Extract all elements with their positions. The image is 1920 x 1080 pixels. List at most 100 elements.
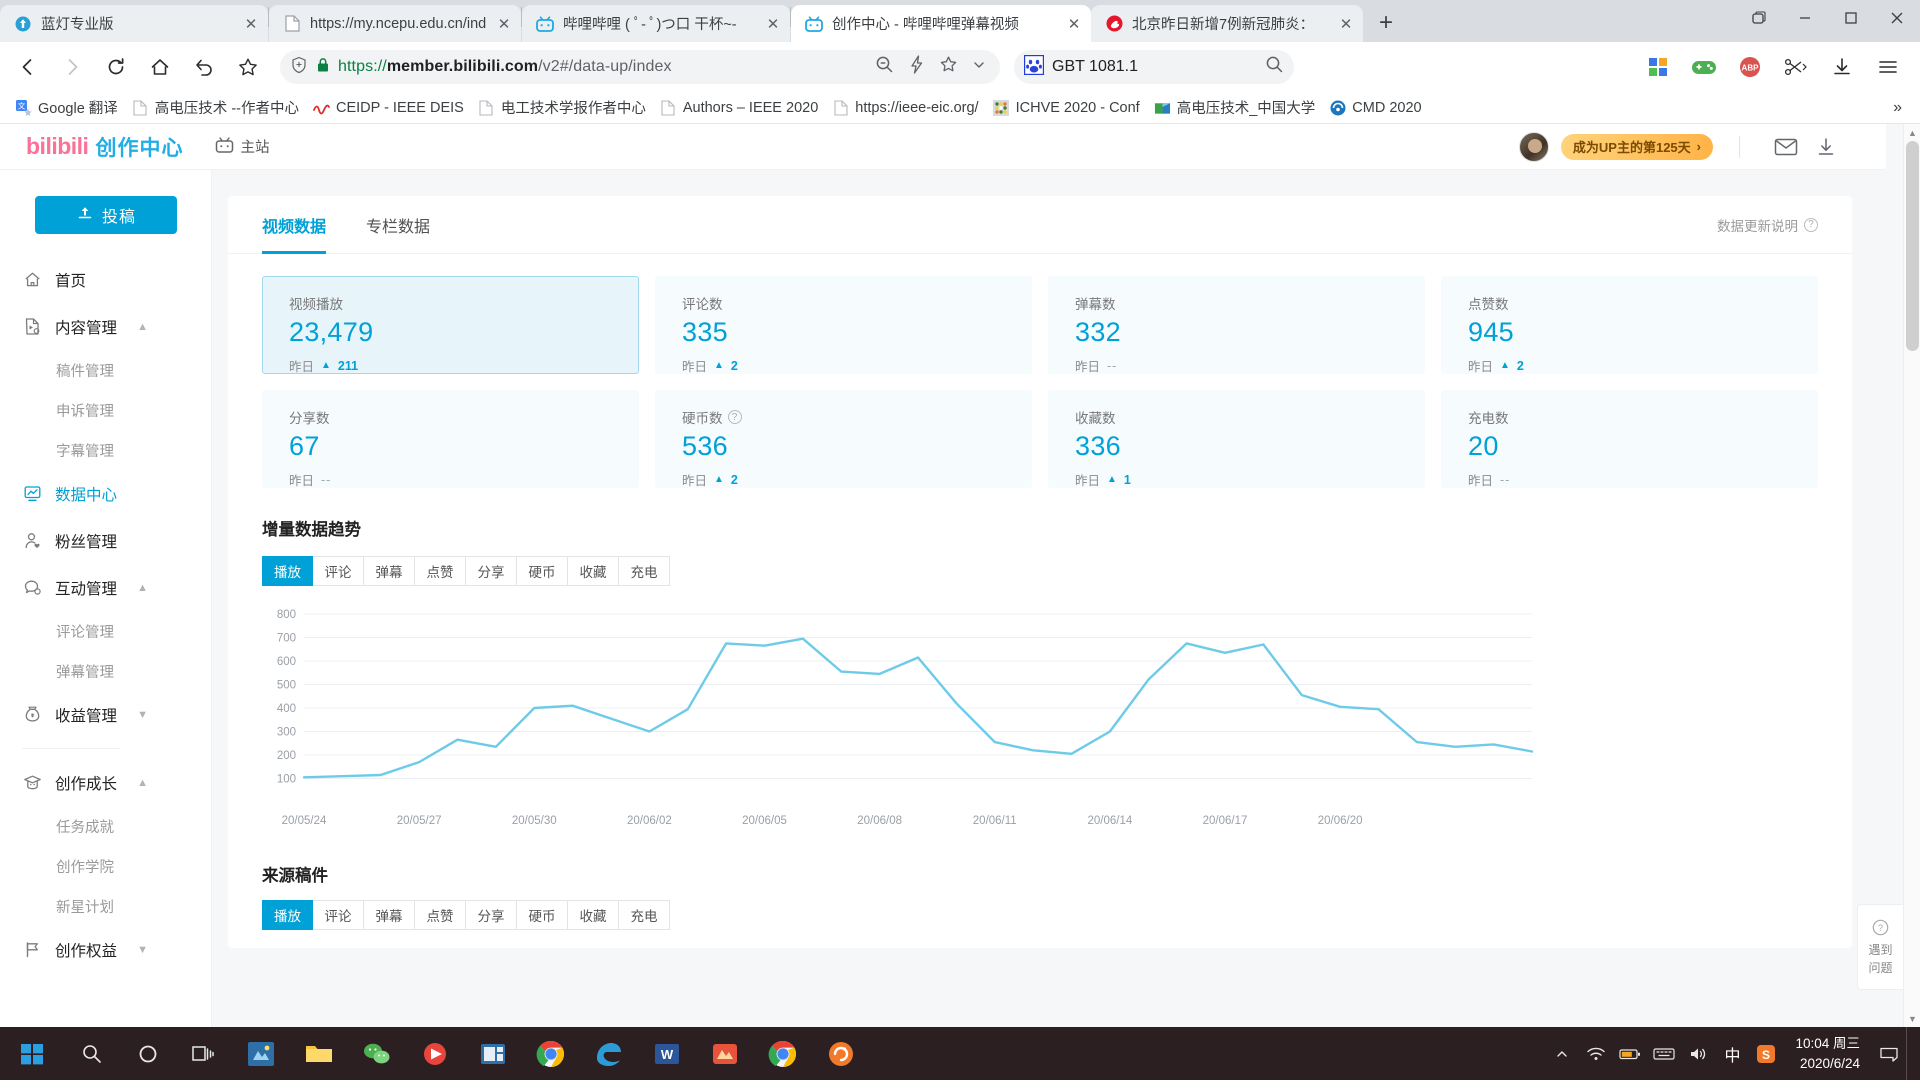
- wechat-icon[interactable]: [348, 1027, 406, 1080]
- ime-language-indicator[interactable]: 中: [1724, 1047, 1741, 1065]
- trend-segment-danmaku[interactable]: 弹幕: [364, 556, 415, 586]
- scroll-up-arrow[interactable]: ▲: [1908, 127, 1917, 138]
- chrome-icon[interactable]: [522, 1027, 580, 1080]
- bookmark-item[interactable]: ICHVE 2020 - Conf: [986, 96, 1147, 119]
- network-icon[interactable]: [1579, 1027, 1613, 1080]
- stat-card-coins[interactable]: 硬币数 ? 536 昨日 ▲ 2: [655, 390, 1032, 488]
- source-segment-coins[interactable]: 硬币: [517, 900, 568, 930]
- feedback-button[interactable]: ? 遇到 问题: [1857, 904, 1903, 990]
- zoom-out-icon[interactable]: [875, 55, 894, 79]
- sidebar-item-creator-rights[interactable]: 创作权益 ▼: [0, 926, 212, 973]
- stat-card-likes[interactable]: 点赞数 945 昨日 ▲ 2: [1441, 276, 1818, 374]
- sidebar-subitem-danmaku-management[interactable]: 弹幕管理: [0, 651, 212, 691]
- bookmark-item[interactable]: Authors – IEEE 2020: [653, 96, 825, 119]
- search-icon[interactable]: [1265, 55, 1284, 79]
- sidebar-subitem-new-star-plan[interactable]: 新星计划: [0, 886, 212, 926]
- sidebar-item-creator-growth[interactable]: 创作成长 ▲: [0, 759, 212, 806]
- restore-icon[interactable]: [1736, 0, 1782, 36]
- chevron-down-icon[interactable]: ▼: [137, 943, 148, 956]
- search-icon[interactable]: [64, 1027, 120, 1080]
- trend-chart[interactable]: 100 200 300 400 500 600 700 800 20/05/24 20/05/27…: [228, 586, 1852, 836]
- close-icon[interactable]: ✕: [244, 15, 258, 33]
- show-desktop-button[interactable]: [1906, 1027, 1916, 1080]
- sidebar-subitem-comment-management[interactable]: 评论管理: [0, 611, 212, 651]
- stat-card-comments[interactable]: 评论数 335 昨日 ▲ 2: [655, 276, 1032, 374]
- volume-icon[interactable]: [1681, 1027, 1715, 1080]
- minimize-icon[interactable]: [1782, 0, 1828, 36]
- scroll-thumb[interactable]: [1906, 141, 1919, 351]
- bookmark-item[interactable]: 高电压技术_中国大学: [1147, 94, 1323, 121]
- trend-segment-coins[interactable]: 硬币: [517, 556, 568, 586]
- sidebar-subitem-subtitle-management[interactable]: 字幕管理: [0, 430, 212, 470]
- sidebar-subitem-creator-academy[interactable]: 创作学院: [0, 846, 212, 886]
- notification-icon[interactable]: [1872, 1027, 1906, 1080]
- browser-tab-2[interactable]: 哔哩哔哩 ( ﾟ- ﾟ)つ口 干杯~- ✕: [522, 5, 790, 42]
- task-view-icon[interactable]: [176, 1027, 232, 1080]
- chevron-up-icon[interactable]: [1545, 1027, 1579, 1080]
- chevron-up-icon[interactable]: ▲: [137, 776, 148, 789]
- game-controller-icon[interactable]: [1684, 47, 1724, 87]
- keyboard-icon[interactable]: [1647, 1027, 1681, 1080]
- question-icon[interactable]: ?: [727, 410, 742, 424]
- up-days-badge[interactable]: 成为UP主的第125天 ›: [1560, 133, 1713, 160]
- file-explorer-icon[interactable]: [290, 1027, 348, 1080]
- data-update-note[interactable]: 数据更新说明 ?: [1717, 215, 1818, 235]
- trend-segment-plays[interactable]: 播放: [262, 556, 313, 586]
- word-icon[interactable]: W: [638, 1027, 696, 1080]
- trend-segment-shares[interactable]: 分享: [466, 556, 517, 586]
- chevron-up-icon[interactable]: ▲: [137, 581, 148, 594]
- tab-column-data[interactable]: 专栏数据: [366, 196, 430, 254]
- browser-tab-3[interactable]: 创作中心 - 哔哩哔哩弹幕视频 ✕: [791, 5, 1091, 42]
- trend-segment-favorites[interactable]: 收藏: [568, 556, 619, 586]
- back-icon[interactable]: [8, 47, 48, 87]
- avatar[interactable]: [1518, 131, 1549, 162]
- chrome2-icon[interactable]: [754, 1027, 812, 1080]
- battery-icon[interactable]: [1613, 1027, 1647, 1080]
- bookmarks-overflow-button[interactable]: »: [1893, 98, 1902, 116]
- search-input[interactable]: GBT 1081.1: [1052, 58, 1138, 75]
- close-icon[interactable]: ✕: [766, 15, 780, 33]
- bookmark-item[interactable]: CEIDP - IEEE DEIS: [306, 96, 471, 119]
- bilibili-logo[interactable]: bilibili 创作中心: [26, 132, 183, 162]
- shield-icon[interactable]: [290, 56, 308, 79]
- trend-segment-comments[interactable]: 评论: [313, 556, 364, 586]
- menu-icon[interactable]: [1868, 47, 1908, 87]
- question-icon[interactable]: ?: [1804, 217, 1818, 232]
- chevron-up-icon[interactable]: ▲: [137, 320, 148, 333]
- browser-tab-4[interactable]: 北京昨日新增7例新冠肺炎： ✕: [1091, 5, 1363, 42]
- post-upload-button[interactable]: 投稿: [35, 196, 177, 234]
- download-icon[interactable]: [1822, 47, 1862, 87]
- sidebar-subitem-appeal-management[interactable]: 申诉管理: [0, 390, 212, 430]
- home-icon[interactable]: [140, 47, 180, 87]
- sidebar-item-fans-management[interactable]: 粉丝管理: [0, 517, 212, 564]
- download-icon[interactable]: [1806, 127, 1846, 167]
- chevron-down-icon[interactable]: ▼: [137, 708, 148, 721]
- sidebar-item-revenue-management[interactable]: 收益管理 ▼: [0, 691, 212, 738]
- address-bar[interactable]: https://member.bilibili.com/v2#/data-up/…: [280, 50, 1000, 84]
- source-segment-favorites[interactable]: 收藏: [568, 900, 619, 930]
- source-segment-danmaku[interactable]: 弹幕: [364, 900, 415, 930]
- taskbar-clock[interactable]: 10:04 周三 2020/6/24: [1783, 1027, 1872, 1080]
- windows-icon[interactable]: [0, 1027, 64, 1080]
- powerpoint-icon[interactable]: [464, 1027, 522, 1080]
- blue-app-icon[interactable]: [232, 1027, 290, 1080]
- stat-card-favorites[interactable]: 收藏数 336 昨日 ▲ 1: [1048, 390, 1425, 488]
- sidebar-item-content-management[interactable]: 内容管理 ▲: [0, 303, 212, 350]
- sidebar-item-interaction-management[interactable]: 互动管理 ▲: [0, 564, 212, 611]
- grid-icon[interactable]: [1638, 47, 1678, 87]
- stat-card-shares[interactable]: 分享数 67 昨日 --: [262, 390, 639, 488]
- browser-tab-1[interactable]: https://my.ncepu.edu.cn/ind ✕: [269, 5, 521, 42]
- bookmark-item[interactable]: CMD 2020: [1322, 96, 1428, 119]
- sogou-icon[interactable]: [812, 1027, 870, 1080]
- scissors-icon[interactable]: [1776, 47, 1816, 87]
- search-box[interactable]: GBT 1081.1: [1014, 50, 1294, 84]
- chevron-down-icon[interactable]: [972, 58, 986, 77]
- recorder-icon[interactable]: [406, 1027, 464, 1080]
- close-icon[interactable]: [1874, 0, 1920, 36]
- bookmark-item[interactable]: 高电压技术 --作者中心: [125, 94, 306, 121]
- mail-icon[interactable]: [1766, 127, 1806, 167]
- trend-segment-likes[interactable]: 点赞: [415, 556, 466, 586]
- stat-card-charges[interactable]: 充电数 20 昨日 --: [1441, 390, 1818, 488]
- lightning-icon[interactable]: [908, 55, 925, 79]
- media-icon[interactable]: [696, 1027, 754, 1080]
